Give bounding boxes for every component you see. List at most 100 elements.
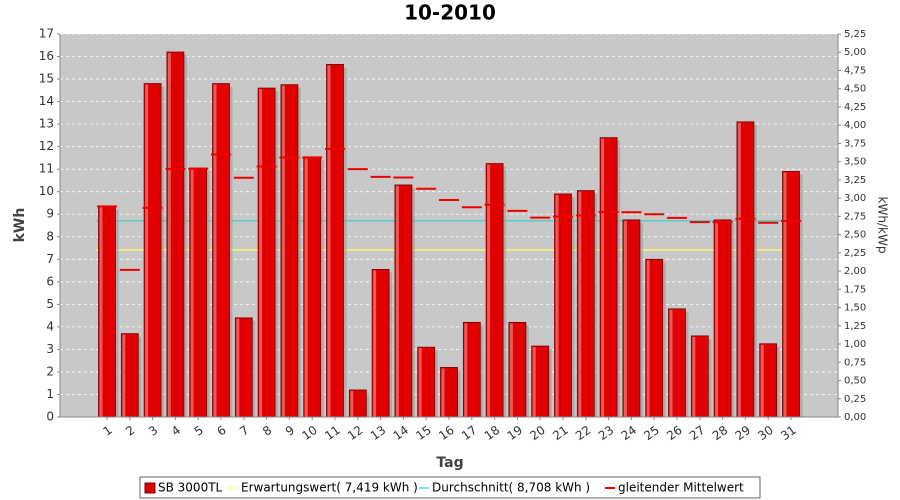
- y2-tick-label: 0,50: [844, 376, 866, 387]
- bar-highlight: [646, 260, 650, 417]
- y2-tick-label: 2,50: [844, 230, 866, 241]
- y-tick-label: 17: [39, 27, 54, 41]
- legend-label: Durchschnitt( 8,708 kWh ): [432, 481, 590, 495]
- x-tick-label: 28: [710, 423, 731, 443]
- legend: SB 3000TL Erwartungswert( 7,419 kWh ) Durc…: [144, 481, 744, 495]
- y2-tick-label: 3,50: [844, 157, 866, 168]
- bar-highlight: [487, 164, 491, 417]
- x-tick-label: 17: [459, 423, 480, 443]
- bar-highlight: [167, 53, 171, 417]
- y2-tick-label: 1,50: [844, 303, 866, 314]
- y2-axis-title: kWh/kWp: [876, 197, 890, 254]
- y-tick-label: 5: [46, 297, 54, 311]
- legend-label: Erwartungswert( 7,419 kWh ): [241, 481, 418, 495]
- bar-highlight: [373, 270, 377, 417]
- x-tick-label: 14: [391, 423, 412, 443]
- bar-highlight: [122, 334, 126, 417]
- y2-tick-label: 0,75: [844, 357, 866, 368]
- x-tick-label: 22: [573, 423, 594, 443]
- y2-tick-label: 1,25: [844, 321, 866, 332]
- x-tick-label: 29: [733, 423, 754, 443]
- bar-highlight: [601, 138, 605, 417]
- y2-tick-label: 2,00: [844, 266, 866, 277]
- y2-tick-label: 4,00: [844, 120, 866, 131]
- x-tick-label: 4: [169, 423, 183, 439]
- y-tick-label: 3: [46, 342, 54, 356]
- y-tick-label: 8: [46, 229, 54, 243]
- y2-tick-label: 4,75: [844, 65, 866, 76]
- x-tick-label: 24: [619, 423, 640, 443]
- y2-tick-label: 2,25: [844, 248, 866, 259]
- x-tick-label: 9: [283, 423, 297, 439]
- y2-tick-label: 1,75: [844, 284, 866, 295]
- bar-highlight: [395, 185, 399, 417]
- bar-highlight: [99, 207, 103, 417]
- x-tick-label: 6: [214, 423, 228, 439]
- y2-tick-label: 3,00: [844, 193, 866, 204]
- y2-tick-label: 1,00: [844, 339, 866, 350]
- y-tick-label: 14: [39, 94, 54, 108]
- bar-highlight: [327, 65, 331, 417]
- y2-tick-label: 3,75: [844, 138, 866, 149]
- x-tick-label: 8: [260, 423, 274, 439]
- x-tick-label: 10: [299, 423, 320, 443]
- x-tick-label: 21: [550, 423, 571, 443]
- y-tick-label: 12: [39, 139, 54, 153]
- x-tick-label: 31: [778, 423, 799, 443]
- y-tick-label: 11: [39, 162, 54, 176]
- y-tick-label: 4: [46, 319, 54, 333]
- y-tick-label: 10: [39, 184, 54, 198]
- x-tick-label: 16: [436, 423, 457, 443]
- bar-highlight: [737, 122, 741, 417]
- y-tick-label: 2: [46, 364, 54, 378]
- legend-label: gleitender Mittelwert: [618, 481, 744, 495]
- y-tick-label: 13: [39, 117, 54, 131]
- bar-highlight: [259, 89, 263, 417]
- bar-highlight: [623, 220, 627, 417]
- legend-box: [139, 476, 761, 499]
- y2-tick-label: 3,25: [844, 175, 866, 186]
- y-tick-label: 1: [46, 387, 54, 401]
- x-tick-label: 5: [192, 423, 206, 439]
- bar-highlight: [783, 172, 787, 417]
- x-tick-label: 27: [687, 423, 708, 443]
- y2-tick-label: 0,25: [844, 394, 866, 405]
- y-tick-label: 0: [46, 410, 54, 424]
- legend-label: SB 3000TL: [158, 481, 223, 495]
- x-tick-label: 23: [596, 423, 617, 443]
- x-tick-label: 15: [413, 423, 434, 443]
- y2-tick-label: 0,00: [844, 412, 866, 423]
- bar-highlight: [441, 368, 445, 417]
- bar-highlight: [236, 318, 240, 417]
- bar-highlight: [213, 84, 217, 418]
- bar-highlight: [715, 220, 719, 417]
- x-tick-label: 20: [527, 423, 548, 443]
- bar-highlight: [669, 309, 673, 417]
- bar-highlight: [418, 348, 422, 417]
- bar-highlight: [692, 336, 696, 417]
- bar-highlight: [464, 323, 468, 417]
- x-tick-label: 19: [505, 423, 526, 443]
- x-tick-label: 13: [368, 423, 389, 443]
- x-tick-label: 11: [322, 423, 343, 443]
- y2-tick-label: 2,75: [844, 211, 866, 222]
- bar-highlight: [760, 344, 764, 417]
- x-tick-label: 2: [123, 423, 137, 439]
- x-tick-label: 1: [100, 423, 114, 439]
- bar-highlight: [532, 347, 536, 417]
- x-tick-label: 18: [482, 423, 503, 443]
- y2-tick-label: 5,25: [844, 29, 866, 40]
- y2-tick-label: 4,50: [844, 84, 866, 95]
- bar-highlight: [578, 191, 582, 417]
- legend-swatch: [144, 482, 156, 494]
- bar-highlight: [190, 169, 194, 417]
- bar-highlight: [145, 84, 149, 418]
- y-tick-label: 16: [39, 49, 54, 63]
- y-tick-label: 6: [46, 274, 54, 288]
- y-axis-title: kWh: [12, 208, 28, 243]
- bar-highlight: [350, 390, 354, 417]
- y-tick-label: 7: [46, 252, 54, 266]
- bar-highlight: [555, 194, 559, 417]
- chart-title: 10-2010: [404, 1, 496, 25]
- x-axis-title: Tag: [436, 455, 463, 471]
